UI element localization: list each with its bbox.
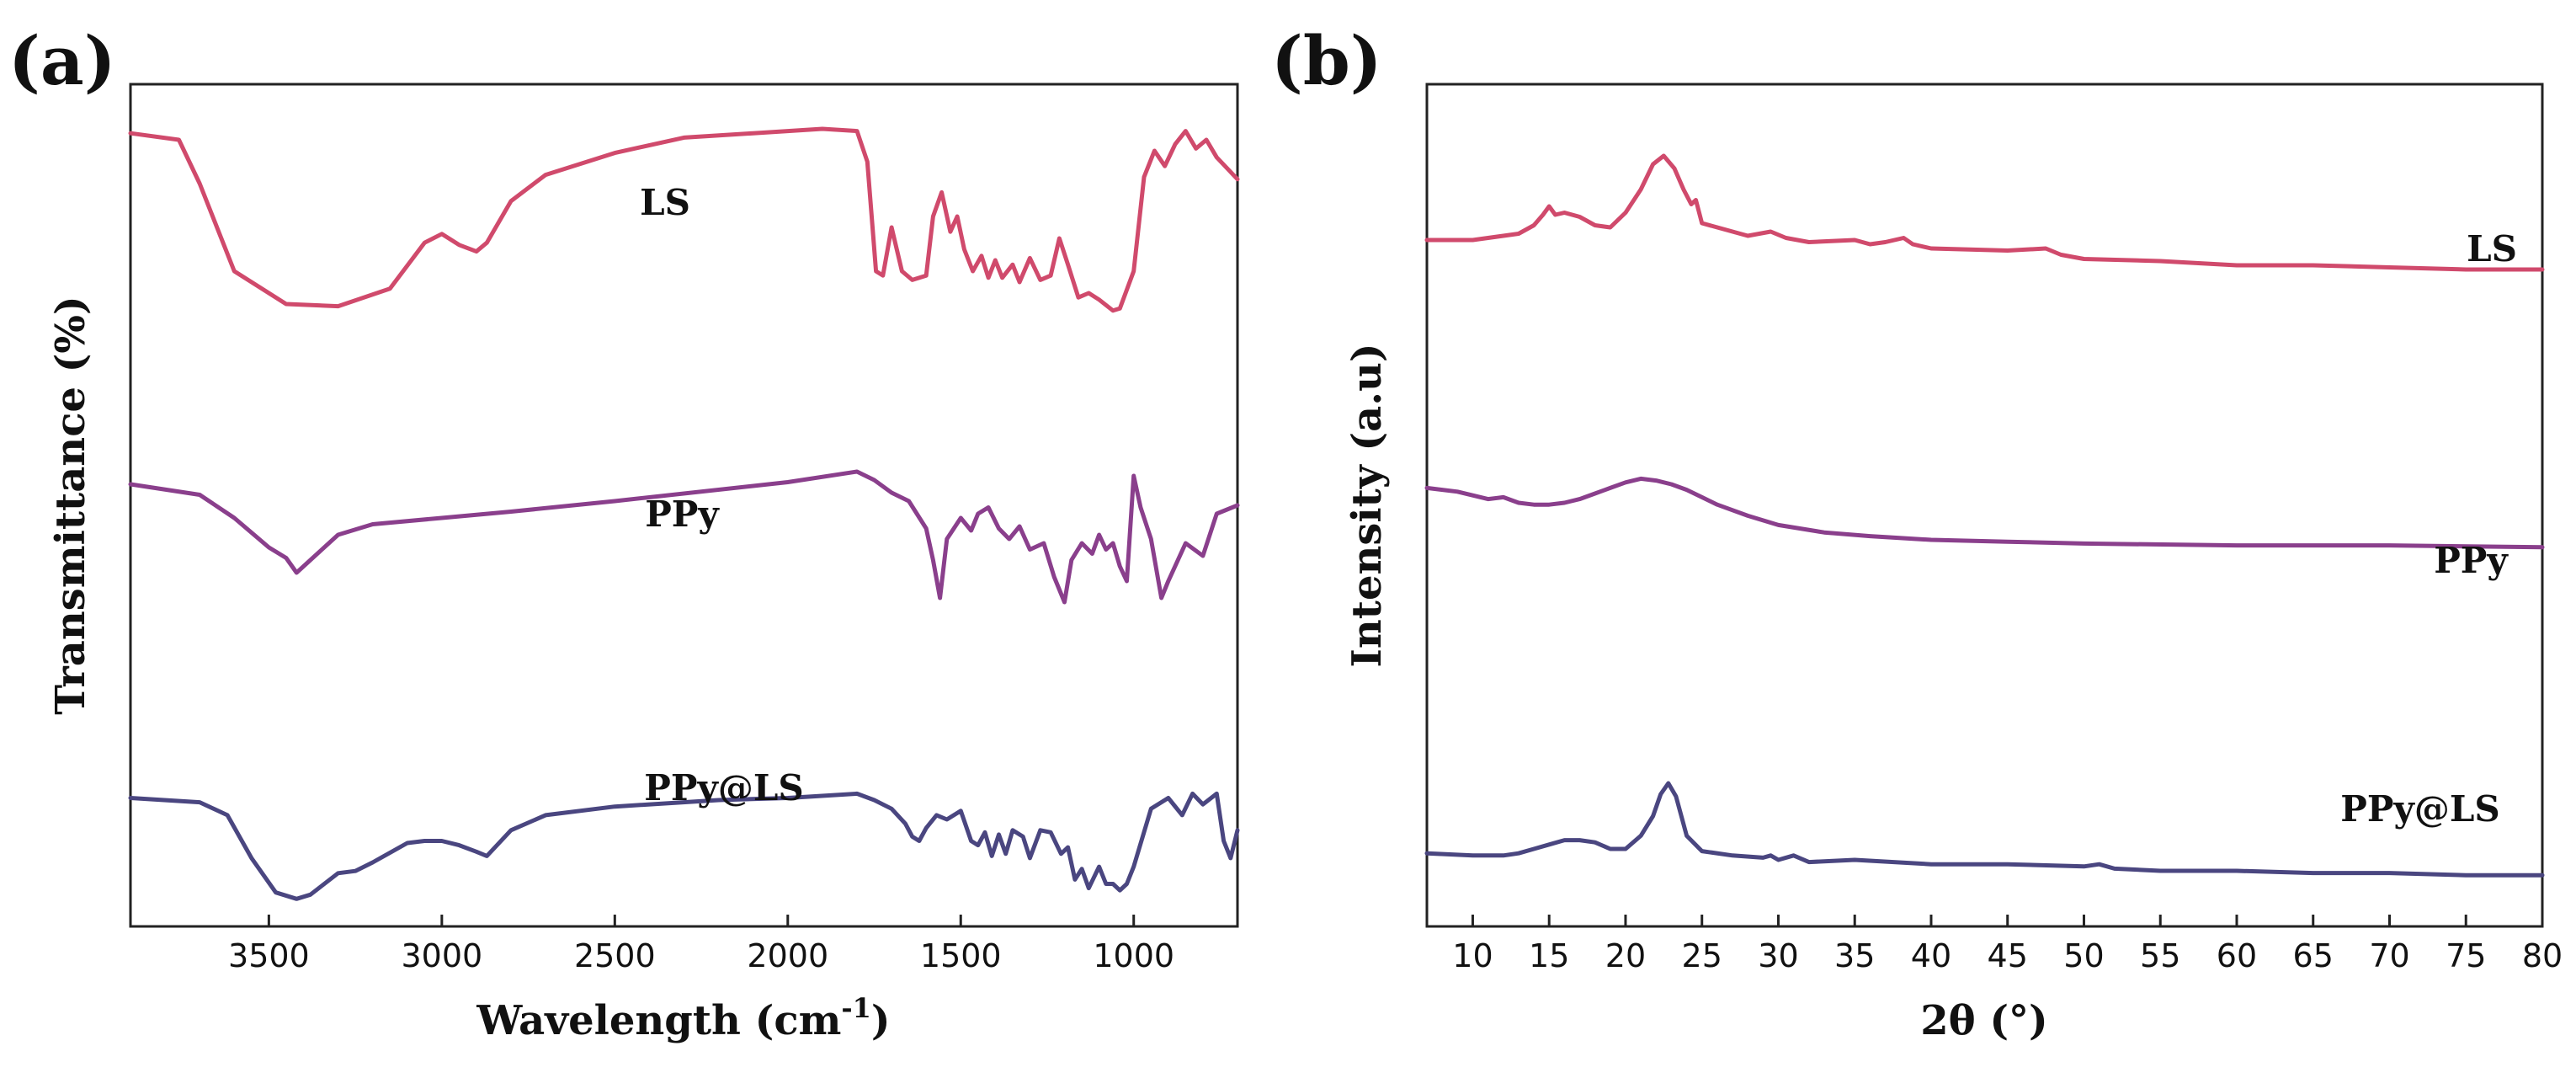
- x-tick-label: 40: [1911, 937, 1951, 974]
- panel-a-x-tick-labels: 3500 3000 2500 2000 1500 1000: [228, 937, 1174, 974]
- x-tick-label: 50: [2063, 937, 2104, 974]
- x-tick-label: 30: [1758, 937, 1798, 974]
- series-line-ppy-ls: [1424, 781, 2545, 878]
- panel-a-x-axis-title-main: Wavelength (cm: [476, 997, 841, 1044]
- panel-a-series-label-ppy: PPy: [645, 494, 720, 535]
- panel-b-label: (b): [1271, 21, 1382, 100]
- series-line-ppy: [1424, 476, 2545, 550]
- x-tick-label: 35: [1834, 937, 1875, 974]
- panel-a-series-label-ppy-ls: PPy@LS: [644, 767, 803, 808]
- panel-a-x-axis-title: Wavelength (cm-1): [476, 992, 890, 1044]
- panel-b-series-label-ppy: PPy: [2434, 540, 2509, 581]
- panel-b-series-label-ls: LS: [2467, 228, 2517, 270]
- panel-b: (b) 10 15 20 25 30 35 40 45 50 55 60 65 70 75 80 2θ (°…: [1271, 21, 2563, 1044]
- x-tick-label: 15: [1529, 937, 1569, 974]
- x-tick-label: 3500: [228, 937, 310, 974]
- panel-a-series: [128, 126, 1240, 901]
- series-line-ppy: [128, 469, 1240, 605]
- x-tick-label: 65: [2293, 937, 2334, 974]
- panel-a-series-label-ls: LS: [640, 182, 690, 223]
- x-tick-label: 70: [2369, 937, 2409, 974]
- series-line-ls: [1424, 153, 2545, 272]
- series-line-ppy-ls: [128, 791, 1240, 901]
- panel-a-x-ticks: [267, 915, 1136, 926]
- x-tick-label: 45: [1988, 937, 2028, 974]
- panel-a-label: (a): [8, 21, 116, 100]
- panel-b-x-tick-labels: 10 15 20 25 30 35 40 45 50 55 60 65 70 75 80: [1452, 937, 2563, 974]
- x-tick-label: 60: [2217, 937, 2257, 974]
- panel-b-plot-frame: [1425, 83, 2544, 928]
- x-tick-label: 10: [1452, 937, 1493, 974]
- x-tick-label: 20: [1605, 937, 1646, 974]
- x-tick-label: 2000: [747, 937, 828, 974]
- x-tick-label: 1500: [920, 937, 1002, 974]
- panel-a: (a) 3500 3000 2500 2000 1500 1000 Wavelength …: [8, 21, 1240, 1044]
- x-tick-label: 1000: [1093, 937, 1174, 974]
- x-tick-label: 2500: [574, 937, 656, 974]
- x-tick-label: 25: [1682, 937, 1722, 974]
- x-tick-label: 3000: [401, 937, 482, 974]
- series-line-ls: [128, 126, 1240, 313]
- x-tick-label: 75: [2446, 937, 2486, 974]
- panel-b-x-axis-title: 2θ (°): [1920, 997, 2048, 1044]
- panel-a-y-axis-title: Transmittance (%): [47, 296, 94, 714]
- x-tick-label: 55: [2140, 937, 2180, 974]
- panel-b-series: [1424, 153, 2545, 878]
- panel-b-x-ticks: [1471, 915, 2544, 926]
- panel-a-x-axis-title-sup: -1: [841, 992, 871, 1024]
- x-tick-label: 80: [2522, 937, 2563, 974]
- panel-a-x-axis-title-end: ): [871, 997, 891, 1044]
- panel-b-y-axis-title: Intensity (a.u): [1344, 343, 1391, 667]
- panel-b-series-label-ppy-ls: PPy@LS: [2340, 788, 2499, 830]
